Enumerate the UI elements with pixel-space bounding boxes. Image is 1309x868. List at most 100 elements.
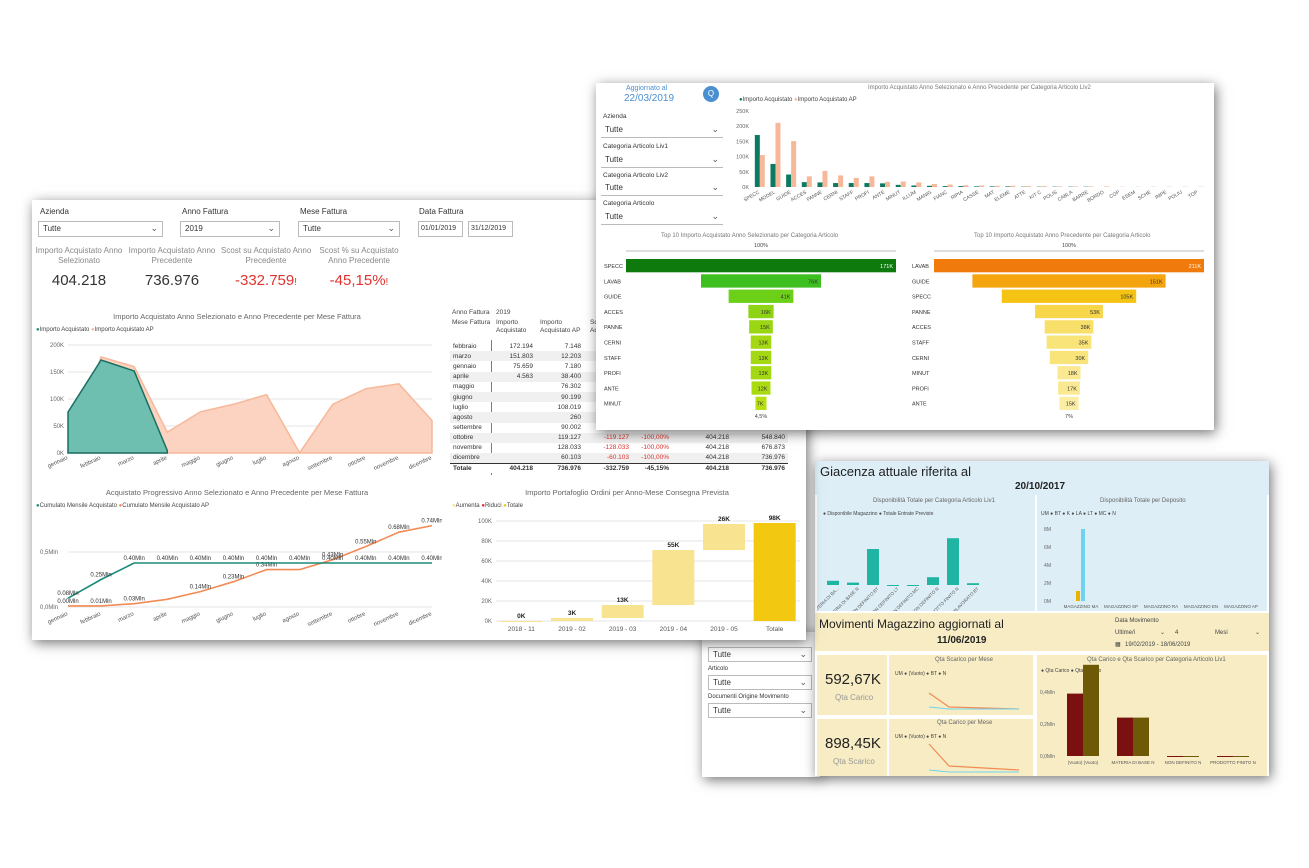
bar-current xyxy=(786,174,792,187)
warning-icon: ! xyxy=(385,277,389,288)
area-chart-title: Importo Acquistato Anno Selezionato e An… xyxy=(113,312,361,321)
table-cell: 12.203 xyxy=(536,351,584,362)
filter-select-mese[interactable]: Tutte ⌄ xyxy=(298,221,400,237)
data-label: 12K xyxy=(758,386,768,392)
legend-dot: ● xyxy=(118,503,123,509)
stock-bar xyxy=(847,582,859,585)
bar-current xyxy=(989,186,995,187)
bar-scarico xyxy=(1133,717,1149,756)
updated-label: Aggiornato al xyxy=(626,85,668,92)
kpi-carico-value: 592,67K xyxy=(825,671,881,688)
filter-select-top[interactable]: Tutte ⌄ xyxy=(708,647,812,662)
data-label: 30K xyxy=(1075,356,1085,362)
stock-cat-chart: ● Disponibile Magazzino ● Totale Entrate… xyxy=(817,511,980,611)
kpi-1-value: 404.218 xyxy=(51,272,107,289)
table-cell xyxy=(492,402,536,412)
x-tick-label: maggio xyxy=(181,455,202,469)
kpi-2-label: Importo Acquistato Anno Precedente xyxy=(127,246,217,266)
x-tick-label: CERNI xyxy=(823,190,839,203)
filter-select-cat1[interactable]: Tutte ⌄ xyxy=(601,153,723,168)
x-tick-label: CASSE xyxy=(962,189,980,203)
series-line xyxy=(928,706,1019,710)
filter-select-cat2[interactable]: Tutte ⌄ xyxy=(601,181,723,196)
relative-period-unit[interactable]: Mesi xyxy=(1215,630,1228,636)
x-tick-label: MAGAZZINO SP xyxy=(1104,604,1138,609)
table-cell xyxy=(492,432,536,443)
table-cell: -45,15% xyxy=(632,462,672,474)
funnel-bar xyxy=(755,396,767,410)
data-label: 0.25Mln xyxy=(90,573,111,579)
filter-select-azienda[interactable]: Tutte ⌄ xyxy=(601,123,723,138)
bar-ap xyxy=(932,183,938,187)
filter-select-anno[interactable]: 2019 ⌄ xyxy=(180,221,280,237)
date-from-input[interactable]: 01/01/2019 xyxy=(418,221,463,237)
data-label: 171K xyxy=(880,264,893,270)
category-label: LAVAB xyxy=(912,264,929,270)
category-label: MINUT xyxy=(604,402,622,408)
category-label: ACCES xyxy=(604,310,623,316)
bar-ap xyxy=(900,181,906,187)
chevron-down-icon: ⌄ xyxy=(799,705,807,715)
table-cell: 404.218 xyxy=(672,462,732,474)
x-tick-label: luglio xyxy=(252,611,268,623)
table-cell: 38.400 xyxy=(536,371,584,382)
table-row: gennaio 75.659 7.180 xyxy=(450,361,788,371)
table-cell: 404.218 xyxy=(672,453,732,464)
table-cell xyxy=(492,391,536,403)
series-line xyxy=(928,743,1020,771)
bar-ap xyxy=(838,175,844,187)
filter-select-cat[interactable]: Tutte ⌄ xyxy=(601,210,723,225)
x-tick-label: PROFI xyxy=(854,190,870,203)
table-anno-label: Anno Fattura xyxy=(452,309,490,316)
x-tick-label: 2019 - 04 xyxy=(660,626,688,633)
x-tick-label: NON DEFINITO N xyxy=(1165,760,1202,765)
category-label: CERNI xyxy=(604,341,622,347)
x-tick-label: febbraio xyxy=(80,455,103,470)
y-tick-label: 4M xyxy=(1044,563,1051,569)
kpi-3-number: -332.759 xyxy=(235,272,295,289)
filter-label-azienda: Azienda xyxy=(40,207,69,216)
data-label: 0.68Mln xyxy=(388,525,409,531)
stock-bar xyxy=(867,549,879,585)
table-cell xyxy=(492,423,536,433)
kpi-4-label: Scost % su Acquistato Anno Precedente xyxy=(314,246,404,266)
table-divider xyxy=(491,340,492,475)
relative-period-count[interactable]: 4 xyxy=(1175,630,1179,636)
series-line xyxy=(928,769,1019,773)
bar-legend: ●Importo Acquistato ●Importo Acquistato … xyxy=(739,97,857,103)
table-cell: 172.194 xyxy=(509,342,534,350)
y-tick-label: 250K xyxy=(736,109,749,115)
data-label: 41K xyxy=(781,295,791,301)
date-to-input[interactable]: 31/12/2019 xyxy=(468,221,513,237)
chevron-down-icon: ⌄ xyxy=(711,154,719,164)
x-tick-label: marzo xyxy=(117,611,135,624)
data-label: 53K xyxy=(1090,310,1100,316)
filter-select-documenti[interactable]: Tutte ⌄ xyxy=(708,703,812,718)
table-cell xyxy=(492,412,536,423)
table-cell: maggio xyxy=(453,383,475,391)
bar-current xyxy=(801,182,807,187)
stock-chart-cat-bg xyxy=(817,495,1035,611)
waterfall-bar xyxy=(652,550,695,605)
bar-current xyxy=(833,183,839,187)
funnel-bar xyxy=(972,274,1166,288)
series-line xyxy=(67,562,432,599)
scarico-month-title: Qta Scarico per Mese xyxy=(935,657,994,663)
category-label: ANTE xyxy=(912,402,927,408)
filter-select-articolo[interactable]: Tutte ⌄ xyxy=(708,675,812,690)
filter-select-azienda[interactable]: Tutte ⌄ xyxy=(38,221,163,237)
legend-label: Importo Acquistato xyxy=(742,97,793,103)
data-label: 0.40Mln xyxy=(223,556,244,562)
table-row: maggio 76.302 xyxy=(450,382,788,392)
x-tick-label: maggio xyxy=(181,611,202,625)
x-tick-label: FIANC xyxy=(933,189,949,202)
qna-icon[interactable]: Q xyxy=(703,86,719,102)
funnel-bar xyxy=(934,259,1204,273)
category-label: STAFF xyxy=(604,356,622,362)
funnel-bar xyxy=(1049,350,1089,365)
table-cell: ottobre xyxy=(450,432,492,443)
legend-label: Importo Acquistato xyxy=(39,327,90,333)
y-tick-label: 150K xyxy=(736,139,749,145)
relative-period-select[interactable]: Ultime/i xyxy=(1115,630,1136,636)
x-tick-label: MAGAZZINO AP xyxy=(1224,604,1258,609)
